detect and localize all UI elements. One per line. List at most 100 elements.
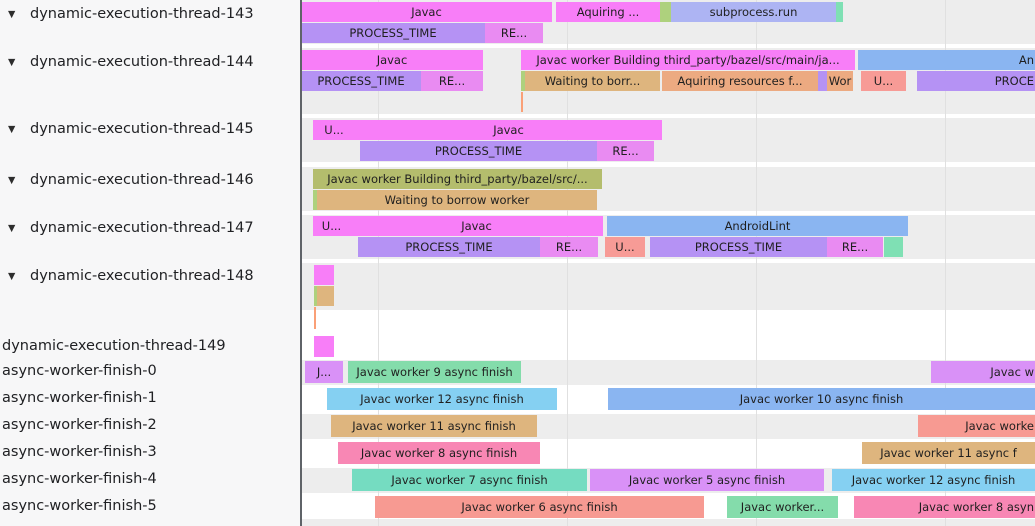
trace-slice-label: Javac worker 11 async f (880, 446, 1017, 460)
track-name: async-worker-finish-1 (2, 390, 157, 406)
instant-marker[interactable] (521, 92, 523, 112)
track-label-row-dynamic-execution-thread-148[interactable]: ▼ dynamic-execution-thread-148 (0, 266, 300, 286)
trace-slice[interactable] (313, 190, 317, 210)
trace-slice[interactable]: Wor (827, 71, 853, 91)
track-label-row-dynamic-execution-thread-149[interactable]: dynamic-execution-thread-149 (0, 336, 300, 356)
trace-slice[interactable]: PROCE (917, 71, 1035, 91)
trace-slice[interactable]: RE... (485, 23, 543, 43)
track-name: dynamic-execution-thread-143 (30, 6, 254, 22)
trace-slice[interactable]: Javac worker 11 async finish (331, 415, 537, 437)
trace-slice[interactable]: Javac worker... (727, 496, 838, 518)
trace-slice[interactable]: Javac (302, 50, 483, 70)
track-label-row-dynamic-execution-thread-144[interactable]: ▼ dynamic-execution-thread-144 (0, 52, 300, 72)
collapse-arrow-icon[interactable]: ▼ (8, 8, 16, 20)
trace-slice-label: Javac worker 11 async finish (352, 419, 516, 433)
trace-slice-label: Javac worker 8 asyn (918, 500, 1034, 514)
trace-slice-label: PROCESS_TIME (694, 240, 783, 254)
collapse-arrow-icon[interactable]: ▼ (8, 174, 16, 186)
trace-slice-label: Javac worker Building third_party/bazel/… (327, 172, 588, 186)
track-label-row-dynamic-execution-thread-143[interactable]: ▼ dynamic-execution-thread-143 (0, 4, 300, 24)
track-label-row-async-worker-finish-5[interactable]: async-worker-finish-5 (0, 496, 300, 516)
gridline (378, 0, 379, 526)
trace-slice[interactable]: Javac worker 6 async finish (375, 496, 704, 518)
collapse-arrow-icon[interactable]: ▼ (8, 270, 16, 282)
trace-slice-label: U... (873, 74, 894, 88)
trace-slice[interactable]: subprocess.run (671, 2, 836, 22)
trace-slice[interactable]: Javac worker Building third_party/bazel/… (313, 169, 602, 189)
trace-slice-label: Javac worker... (740, 500, 825, 514)
collapse-arrow-icon[interactable]: ▼ (8, 123, 16, 135)
trace-slice[interactable]: PROCESS_TIME (358, 237, 540, 257)
trace-slice-label: RE... (612, 144, 639, 158)
trace-slice[interactable]: RE... (540, 237, 598, 257)
trace-slice[interactable]: An (858, 50, 1035, 70)
trace-slice[interactable]: PROCESS_TIME (302, 23, 485, 43)
trace-slice[interactable]: PROCESS_TIME (302, 71, 421, 91)
trace-slice[interactable]: AndroidLint (607, 216, 908, 236)
trace-slice[interactable]: Javac worker 8 async finish (338, 442, 540, 464)
trace-slice[interactable]: Javac worker 12 async finish (832, 469, 1035, 491)
track-label-row-async-worker-finish-1[interactable]: async-worker-finish-1 (0, 388, 300, 408)
track-label-row-dynamic-execution-thread-145[interactable]: ▼ dynamic-execution-thread-145 (0, 119, 300, 139)
trace-slice[interactable] (818, 71, 827, 91)
trace-slice[interactable]: Javac worker 12 async finish (327, 388, 557, 410)
trace-slice[interactable]: Aquiring ... (556, 2, 660, 22)
trace-slice[interactable]: J... (305, 361, 343, 383)
trace-slice[interactable]: Javac worker 11 async f (862, 442, 1035, 464)
trace-slice[interactable]: PROCESS_TIME (360, 141, 597, 161)
trace-slice[interactable]: RE... (827, 237, 883, 257)
trace-slice[interactable] (314, 286, 317, 306)
instant-marker[interactable] (314, 307, 316, 329)
track-label-row-dynamic-execution-thread-146[interactable]: ▼ dynamic-execution-thread-146 (0, 170, 300, 190)
trace-slice[interactable]: Javac worke (918, 415, 1035, 437)
trace-slice[interactable]: Javac (302, 2, 552, 22)
trace-slice[interactable] (521, 71, 525, 91)
track-name: async-worker-finish-2 (2, 417, 157, 433)
trace-slice-label: Javac (461, 219, 492, 233)
trace-slice[interactable]: Javac worker 5 async finish (590, 469, 824, 491)
trace-slice[interactable]: RE... (597, 141, 654, 161)
track-label-row-async-worker-finish-2[interactable]: async-worker-finish-2 (0, 415, 300, 435)
trace-slice[interactable] (314, 265, 334, 285)
trace-slice[interactable]: Javac worker 10 async finish (608, 388, 1035, 410)
trace-slice[interactable]: PROCESS_TIME (650, 237, 827, 257)
track-label-row-async-worker-finish-0[interactable]: async-worker-finish-0 (0, 361, 300, 381)
trace-slice-label: An (1018, 53, 1034, 67)
collapse-arrow-icon[interactable]: ▼ (8, 56, 16, 68)
trace-slice-label: Javac worker 12 async finish (360, 392, 524, 406)
track-label-row-async-worker-finish-4[interactable]: async-worker-finish-4 (0, 469, 300, 489)
trace-slice[interactable]: Javac w (931, 361, 1035, 383)
trace-slice[interactable]: Javac worker 7 async finish (352, 469, 587, 491)
trace-slice-label: AndroidLint (724, 219, 791, 233)
collapse-arrow-icon[interactable]: ▼ (8, 222, 16, 234)
track-name: async-worker-finish-4 (2, 471, 157, 487)
trace-slice[interactable]: Javac (355, 120, 662, 140)
trace-slice[interactable]: Javac worker 9 async finish (348, 361, 521, 383)
trace-slice[interactable] (884, 237, 903, 257)
track-label-row-dynamic-execution-thread-147[interactable]: ▼ dynamic-execution-thread-147 (0, 218, 300, 238)
track-name: dynamic-execution-thread-148 (30, 268, 254, 284)
trace-slice[interactable]: U... (313, 120, 355, 140)
track-name-sidebar: ▼ dynamic-execution-thread-143 ▼ dynamic-ex… (0, 0, 302, 526)
trace-slice[interactable]: Aquiring resources f... (662, 71, 818, 91)
trace-slice[interactable] (836, 2, 843, 22)
trace-slice[interactable]: Waiting to borrow worker (317, 190, 597, 210)
trace-slice[interactable] (314, 336, 334, 357)
timeline-canvas[interactable]: Javac Aquiring ... subprocess.run PROCESS_T… (302, 0, 1035, 526)
trace-slice[interactable] (660, 2, 671, 22)
trace-slice[interactable]: RE... (421, 71, 483, 91)
trace-slice[interactable]: Javac worker Building third_party/bazel/… (521, 50, 855, 70)
trace-slice[interactable] (317, 286, 334, 306)
trace-slice-label: Javac worker 12 async finish (851, 473, 1016, 487)
trace-slice[interactable]: U... (605, 237, 645, 257)
trace-slice[interactable]: Javac (350, 216, 603, 236)
trace-slice[interactable]: Waiting to borr... (525, 71, 660, 91)
trace-slice-label: RE... (555, 240, 583, 254)
trace-slice-label: PROCESS_TIME (434, 144, 523, 158)
track-label-row-async-worker-finish-3[interactable]: async-worker-finish-3 (0, 442, 300, 462)
trace-slice[interactable]: U... (861, 71, 906, 91)
track-name: async-worker-finish-0 (2, 363, 157, 379)
trace-slice[interactable]: U... (313, 216, 350, 236)
trace-slice[interactable]: Javac worker 8 asyn (854, 496, 1035, 518)
trace-slice-label: Aquiring ... (576, 5, 640, 19)
